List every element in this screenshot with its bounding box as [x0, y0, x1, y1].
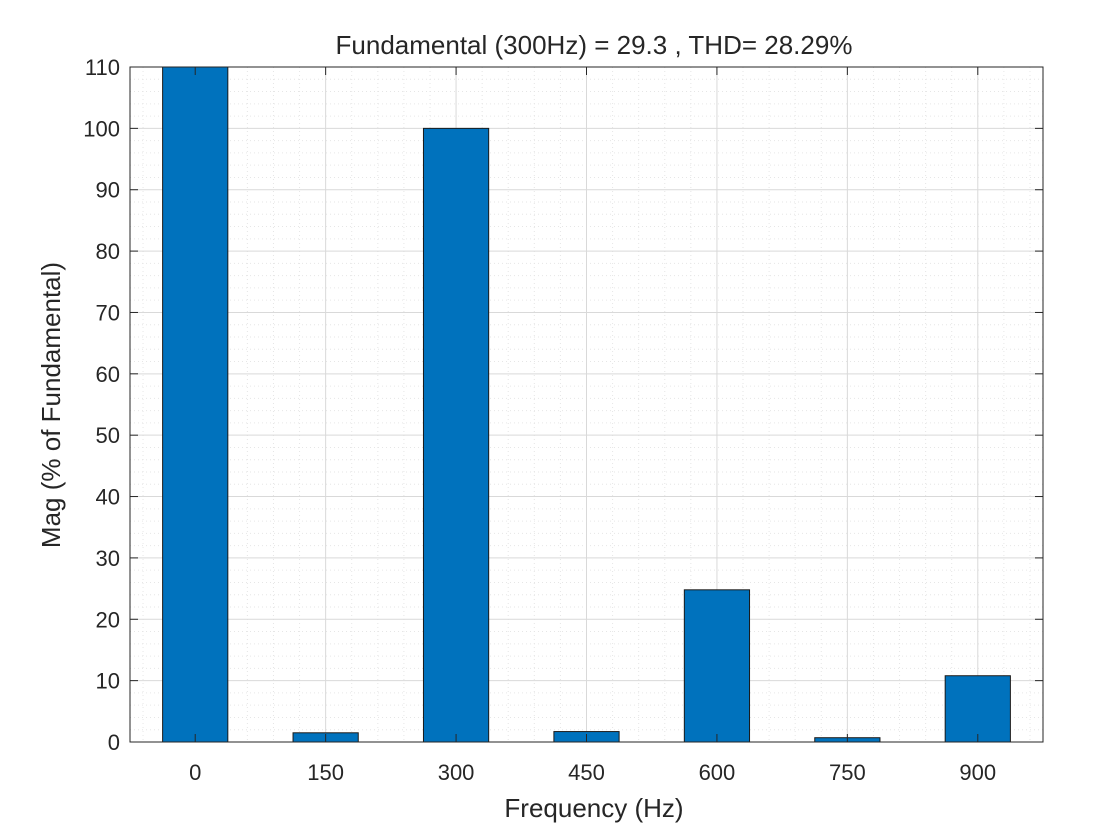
- y-tick-label: 110: [85, 55, 120, 80]
- y-tick-label: 10: [96, 669, 120, 694]
- y-tick-label: 70: [96, 300, 120, 325]
- bar-900: [944, 675, 1011, 743]
- y-tick-label: 20: [96, 607, 120, 632]
- y-axis-ticks: 0 10 20 30 40 50 60 70 80 90 100 110: [83, 55, 1043, 755]
- y-tick-label: 30: [96, 546, 120, 571]
- x-tick-label: 600: [699, 760, 736, 785]
- x-tick-label: 150: [307, 760, 344, 785]
- y-tick-label: 50: [96, 423, 120, 448]
- y-tick-label: 40: [96, 485, 120, 510]
- x-tick-label: 0: [189, 760, 201, 785]
- chart-title: Fundamental (300Hz) = 29.3 , THD= 28.29%: [336, 30, 853, 60]
- y-tick-label: 60: [96, 362, 120, 387]
- x-tick-label: 450: [568, 760, 605, 785]
- y-tick-label: 90: [96, 178, 120, 203]
- bar-0: [162, 66, 229, 743]
- x-tick-label: 300: [438, 760, 475, 785]
- x-tick-label: 900: [959, 760, 996, 785]
- bar-300: [422, 127, 490, 743]
- x-axis-ticks: 0 150 300 450 600 750 900: [189, 67, 996, 785]
- y-tick-label: 0: [108, 730, 120, 755]
- major-grid: [130, 66, 1043, 743]
- x-tick-label: 750: [829, 760, 866, 785]
- bar-600: [683, 589, 751, 743]
- y-tick-label: 100: [83, 116, 120, 141]
- x-axis-label: Frequency (Hz): [504, 793, 683, 823]
- y-tick-label: 80: [96, 239, 120, 264]
- y-axis-label: Mag (% of Fundamental): [36, 262, 66, 548]
